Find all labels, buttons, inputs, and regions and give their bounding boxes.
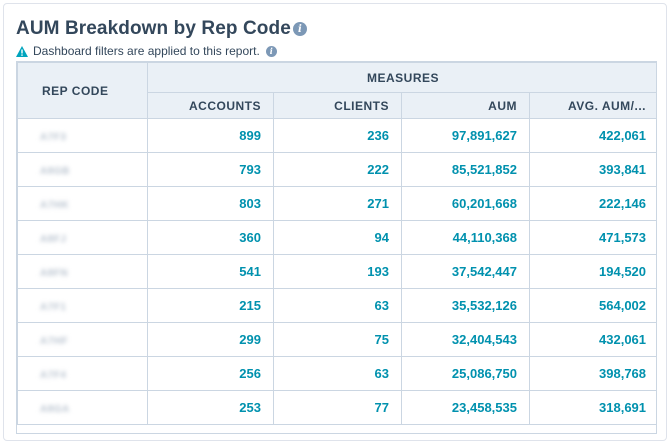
rep-code-cell: A7F3 xyxy=(17,118,148,153)
report-title: AUM Breakdown by Rep Code xyxy=(16,18,291,39)
avg-aum-cell: 318,691 xyxy=(528,390,656,425)
rep-code-cell: A7F1 xyxy=(17,288,148,323)
clients-cell: 63 xyxy=(273,356,402,391)
table-row: A8FJ 360 94 44,110,368 471,573 xyxy=(17,220,656,255)
filter-notice: Dashboard filters are applied to this re… xyxy=(16,44,277,58)
rep-code-value: A7F3 xyxy=(40,132,67,143)
column-group-measures: MEASURES xyxy=(146,62,656,93)
table-row: A7F3 899 236 97,891,627 422,061 xyxy=(17,118,656,153)
filter-notice-text: Dashboard filters are applied to this re… xyxy=(33,44,260,58)
warning-icon xyxy=(16,45,28,57)
avg-aum-cell: 194,520 xyxy=(528,254,656,289)
avg-aum-cell: 393,841 xyxy=(528,152,656,187)
aum-cell: 85,521,852 xyxy=(401,152,530,187)
table-row: A8GB 793 222 85,521,852 393,841 xyxy=(17,152,656,187)
table-row: A7HF 299 75 32,404,543 432,061 xyxy=(17,322,656,357)
column-header-clients[interactable]: CLIENTS xyxy=(273,92,402,119)
accounts-cell: 299 xyxy=(147,322,274,357)
accounts-cell: 215 xyxy=(147,288,274,323)
clients-cell: 193 xyxy=(273,254,402,289)
table-row: A8GA 253 77 23,458,535 318,691 xyxy=(17,390,656,425)
table-row: A7F4 256 63 25,086,750 398,768 xyxy=(17,356,656,391)
avg-aum-cell: 432,061 xyxy=(528,322,656,357)
report-card: AUM Breakdown by Rep Code i Dashboard fi… xyxy=(3,3,667,441)
avg-aum-cell: 564,002 xyxy=(528,288,656,323)
avg-aum-cell: 398,768 xyxy=(528,356,656,391)
table-row: A7HK 803 271 60,201,668 222,146 xyxy=(17,186,656,221)
rep-code-cell: A8GA xyxy=(17,390,148,425)
rep-code-value: A7HK xyxy=(40,200,70,211)
clients-cell: 94 xyxy=(273,220,402,255)
clients-cell: 63 xyxy=(273,288,402,323)
aum-cell: 35,532,126 xyxy=(401,288,530,323)
notice-info-icon[interactable]: i xyxy=(265,45,277,57)
accounts-cell: 253 xyxy=(147,390,274,425)
accounts-cell: 793 xyxy=(147,152,274,187)
report-table-container[interactable]: REP CODE MEASURES ACCOUNTS CLIENTS AUM A… xyxy=(16,61,657,434)
rep-code-cell: A8FJ xyxy=(17,220,148,255)
rep-code-cell: A8GB xyxy=(17,152,148,187)
rep-code-value: A8FJ xyxy=(40,234,67,245)
accounts-cell: 360 xyxy=(147,220,274,255)
clients-cell: 236 xyxy=(273,118,402,153)
column-header-aum[interactable]: AUM xyxy=(401,92,530,119)
accounts-cell: 256 xyxy=(147,356,274,391)
rep-code-value: A7F4 xyxy=(40,370,67,381)
rep-code-value: A8GB xyxy=(40,166,70,177)
aum-cell: 44,110,368 xyxy=(401,220,530,255)
report-header: AUM Breakdown by Rep Code i xyxy=(16,18,307,40)
table-body: A7F3 899 236 97,891,627 422,061 A8GB 793 222 85,… xyxy=(17,118,656,425)
rep-code-value: A8GA xyxy=(40,404,70,415)
column-header-rep-code[interactable]: REP CODE xyxy=(17,62,148,119)
accounts-cell: 803 xyxy=(147,186,274,221)
clients-cell: 77 xyxy=(273,390,402,425)
rep-code-value: A7HF xyxy=(40,336,69,347)
rep-code-cell: A8FN xyxy=(17,254,148,289)
table-row: A7F1 215 63 35,532,126 564,002 xyxy=(17,288,656,323)
column-header-accounts[interactable]: ACCOUNTS xyxy=(147,92,274,119)
clients-cell: 75 xyxy=(273,322,402,357)
aum-cell: 60,201,668 xyxy=(401,186,530,221)
table-row: A8FN 541 193 37,542,447 194,520 xyxy=(17,254,656,289)
rep-code-cell: A7HK xyxy=(17,186,148,221)
aum-cell: 25,086,750 xyxy=(401,356,530,391)
rep-code-value: A8FN xyxy=(40,268,69,279)
column-header-avg-aum[interactable]: AVG. AUM/... xyxy=(528,92,656,119)
aum-cell: 97,891,627 xyxy=(401,118,530,153)
accounts-cell: 899 xyxy=(147,118,274,153)
rep-code-cell: A7F4 xyxy=(17,356,148,391)
report-table: REP CODE MEASURES ACCOUNTS CLIENTS AUM A… xyxy=(17,62,656,425)
info-icon[interactable]: i xyxy=(292,22,307,36)
avg-aum-cell: 222,146 xyxy=(528,186,656,221)
aum-cell: 32,404,543 xyxy=(401,322,530,357)
avg-aum-cell: 471,573 xyxy=(528,220,656,255)
rep-code-value: A7F1 xyxy=(40,302,67,313)
rep-code-cell: A7HF xyxy=(17,322,148,357)
accounts-cell: 541 xyxy=(147,254,274,289)
avg-aum-cell: 422,061 xyxy=(528,118,656,153)
aum-cell: 37,542,447 xyxy=(401,254,530,289)
clients-cell: 222 xyxy=(273,152,402,187)
clients-cell: 271 xyxy=(273,186,402,221)
aum-cell: 23,458,535 xyxy=(401,390,530,425)
